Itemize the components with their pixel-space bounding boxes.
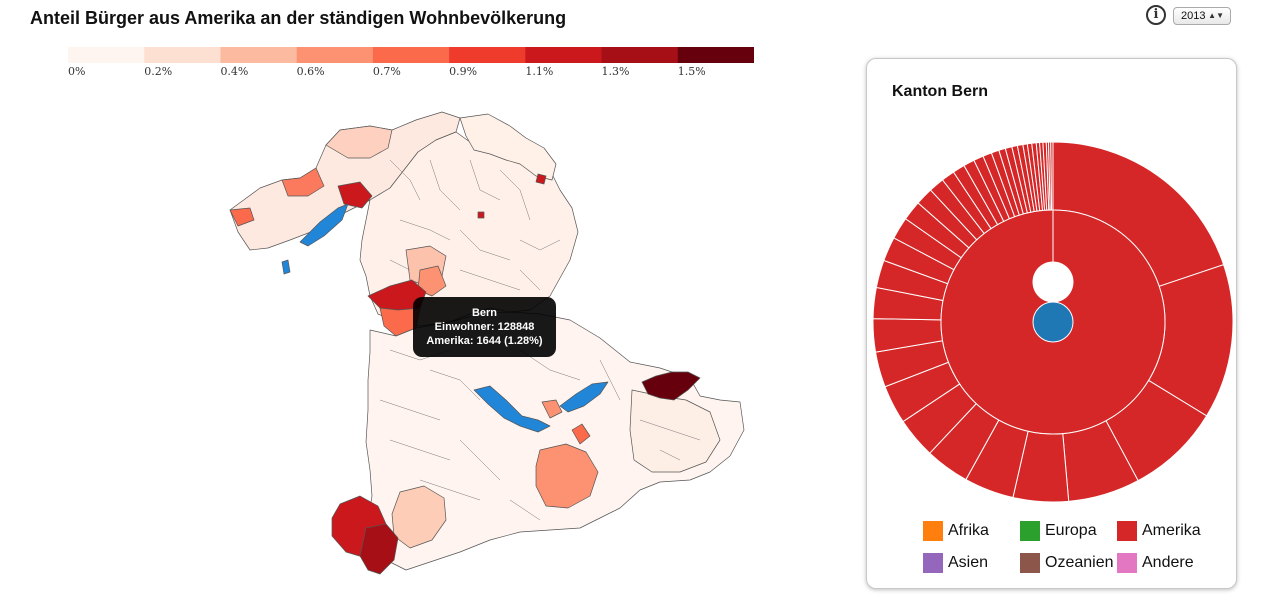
legend-swatch bbox=[1020, 521, 1040, 541]
legend-swatch bbox=[1117, 553, 1137, 573]
legend-swatch bbox=[1020, 553, 1040, 573]
legend-item-label: Amerika bbox=[1142, 522, 1201, 539]
legend-swatch bbox=[449, 47, 526, 63]
legend-label: 0.6% bbox=[297, 65, 325, 77]
year-select-value: 2013 bbox=[1181, 10, 1206, 22]
map-region-interlaken[interactable] bbox=[535, 443, 599, 509]
legend-item-europa[interactable]: Europa bbox=[1020, 521, 1097, 543]
legend-swatch bbox=[923, 553, 943, 573]
legend-item-amerika[interactable]: Amerika bbox=[1117, 521, 1201, 543]
legend-label: 0% bbox=[68, 65, 85, 77]
map-region-jura-north[interactable] bbox=[325, 125, 393, 159]
map-lake-brienz bbox=[559, 381, 609, 413]
legend-label: 1.3% bbox=[602, 65, 630, 77]
map-region-north-small[interactable] bbox=[477, 211, 485, 219]
map-region-oberhasli[interactable] bbox=[641, 371, 701, 401]
legend-label: 0.7% bbox=[373, 65, 401, 77]
legend-swatch bbox=[601, 47, 679, 63]
panel-title: Kanton Bern bbox=[892, 83, 988, 100]
legend-label: 0.4% bbox=[220, 65, 248, 77]
municipal-borders bbox=[379, 159, 701, 521]
map-region-spiez[interactable] bbox=[541, 399, 563, 419]
legend-swatch bbox=[1117, 521, 1137, 541]
map-region-west-tip[interactable] bbox=[229, 207, 255, 227]
legend-swatch bbox=[525, 47, 603, 63]
map-svg[interactable] bbox=[220, 100, 760, 590]
canton-map[interactable] bbox=[220, 100, 760, 595]
legend-swatch bbox=[144, 47, 221, 63]
year-select[interactable]: 2013 ▲▼ bbox=[1173, 7, 1231, 25]
map-lake-biel bbox=[299, 203, 349, 247]
tooltip-america: Amerika: 1644 (1.28%) bbox=[426, 335, 543, 347]
sunburst-chart[interactable] bbox=[872, 141, 1234, 503]
legend-label: 0.9% bbox=[449, 65, 477, 77]
map-tooltip: Bern Einwohner: 128848 Amerika: 1644 (1.… bbox=[413, 297, 556, 357]
legend-item-label: Asien bbox=[948, 554, 989, 571]
legend-swatch bbox=[923, 521, 943, 541]
map-region-frutigen[interactable] bbox=[391, 485, 447, 549]
legend-item-ozeanien[interactable]: Ozeanien bbox=[1020, 553, 1114, 575]
map-region-biel[interactable] bbox=[337, 181, 373, 209]
map-region-lenk[interactable] bbox=[359, 523, 399, 575]
legend-swatch bbox=[220, 47, 298, 63]
sunburst-center[interactable] bbox=[1032, 301, 1074, 343]
legend-item-label: Afrika bbox=[948, 522, 989, 539]
legend-item-label: Andere bbox=[1142, 554, 1194, 571]
page-title: Anteil Bürger aus Amerika an der ständig… bbox=[30, 8, 567, 28]
legend-swatch bbox=[677, 47, 754, 63]
legend-item-andere[interactable]: Andere bbox=[1117, 553, 1194, 575]
legend-swatch bbox=[372, 47, 450, 63]
legend-label: 1.5% bbox=[678, 65, 706, 77]
color-legend: 0% 0.2% 0.4% 0.6% 0.7% 0.9% 1.1% 1.3% 1.5% bbox=[68, 47, 754, 77]
color-legend-scale: 0% 0.2% 0.4% 0.6% 0.7% 0.9% 1.1% 1.3% 1.5% bbox=[68, 47, 754, 77]
map-region-jura-red[interactable] bbox=[281, 167, 325, 197]
map-region-oberland-east[interactable] bbox=[629, 389, 721, 473]
legend-item-label: Ozeanien bbox=[1045, 554, 1114, 571]
legend-swatch bbox=[296, 47, 374, 63]
map-lake-thun bbox=[473, 385, 551, 433]
map-lake-small bbox=[281, 259, 291, 275]
legend-item-asien[interactable]: Asien bbox=[923, 553, 988, 575]
map-region-north-dark[interactable] bbox=[535, 173, 547, 185]
legend-item-afrika[interactable]: Afrika bbox=[923, 521, 989, 543]
legend-swatch bbox=[68, 47, 145, 63]
tooltip-residents: Einwohner: 128848 bbox=[434, 321, 535, 333]
detail-panel: Kanton Bern Afrika Europa Amerika Asien Ozea… bbox=[866, 58, 1237, 589]
info-icon[interactable]: i bbox=[1146, 5, 1166, 25]
legend-item-label: Europa bbox=[1045, 522, 1097, 539]
legend-label: 0.2% bbox=[144, 65, 172, 77]
select-arrows-icon: ▲▼ bbox=[1208, 11, 1224, 20]
tooltip-name: Bern bbox=[471, 307, 498, 319]
map-region-brienz[interactable] bbox=[571, 423, 591, 445]
legend-label: 1.1% bbox=[525, 65, 553, 77]
